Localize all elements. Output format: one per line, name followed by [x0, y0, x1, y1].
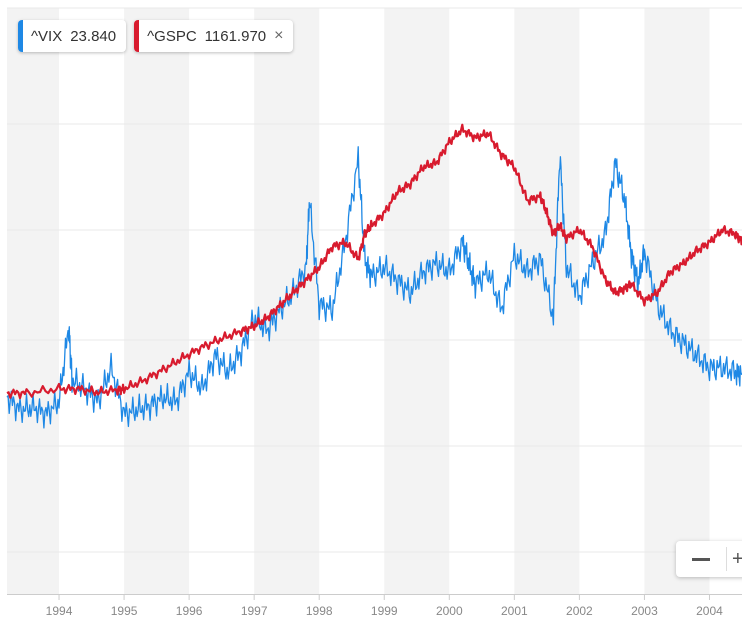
vix-symbol: ^VIX — [31, 27, 63, 45]
series-layer — [6, 123, 742, 429]
x-tick-label: 2002 — [566, 604, 593, 618]
gspc-symbol: ^GSPC — [147, 27, 197, 45]
year-band — [254, 8, 320, 594]
x-axis-ticks: 1994 1995 1996 1997 1998 1999 2000 2001 2002 2003… — [46, 594, 723, 618]
legend-chip-gspc[interactable]: ^GSPC 1161.970 × — [134, 20, 294, 52]
x-tick-label: 2003 — [631, 604, 658, 618]
close-icon[interactable]: × — [274, 27, 284, 44]
year-band — [384, 8, 450, 594]
plus-icon: + — [732, 548, 742, 570]
zoom-control: + — [676, 541, 742, 577]
zoom-in-button[interactable]: + — [732, 541, 742, 577]
x-tick-label: 2001 — [501, 604, 528, 618]
gspc-value: 1161.970 — [204, 27, 267, 45]
vix-series-line — [6, 146, 742, 429]
year-band — [7, 8, 60, 594]
x-tick-label: 2004 — [696, 604, 723, 618]
x-tick-label: 1995 — [111, 604, 138, 618]
vix-value: 23.840 — [70, 27, 117, 45]
zoom-divider — [726, 547, 727, 571]
x-tick-label: 1996 — [176, 604, 203, 618]
year-bands — [7, 8, 710, 594]
x-tick-label: 2000 — [436, 604, 463, 618]
year-band — [124, 8, 190, 594]
minus-icon — [692, 557, 710, 561]
legend: ^VIX 23.840 ^GSPC 1161.970 × — [18, 20, 294, 52]
x-tick-label: 1998 — [306, 604, 333, 618]
x-tick-label: 1999 — [371, 604, 398, 618]
gspc-series-line — [6, 123, 742, 400]
gridlines — [7, 7, 742, 553]
x-tick-label: 1997 — [241, 604, 268, 618]
vix-color-swatch — [18, 20, 23, 52]
year-band — [644, 8, 710, 594]
legend-chip-vix[interactable]: ^VIX 23.840 — [18, 20, 127, 52]
x-tick-label: 1994 — [46, 604, 73, 618]
gspc-color-swatch — [134, 20, 140, 52]
year-band — [514, 8, 580, 594]
zoom-out-button[interactable] — [686, 541, 716, 577]
